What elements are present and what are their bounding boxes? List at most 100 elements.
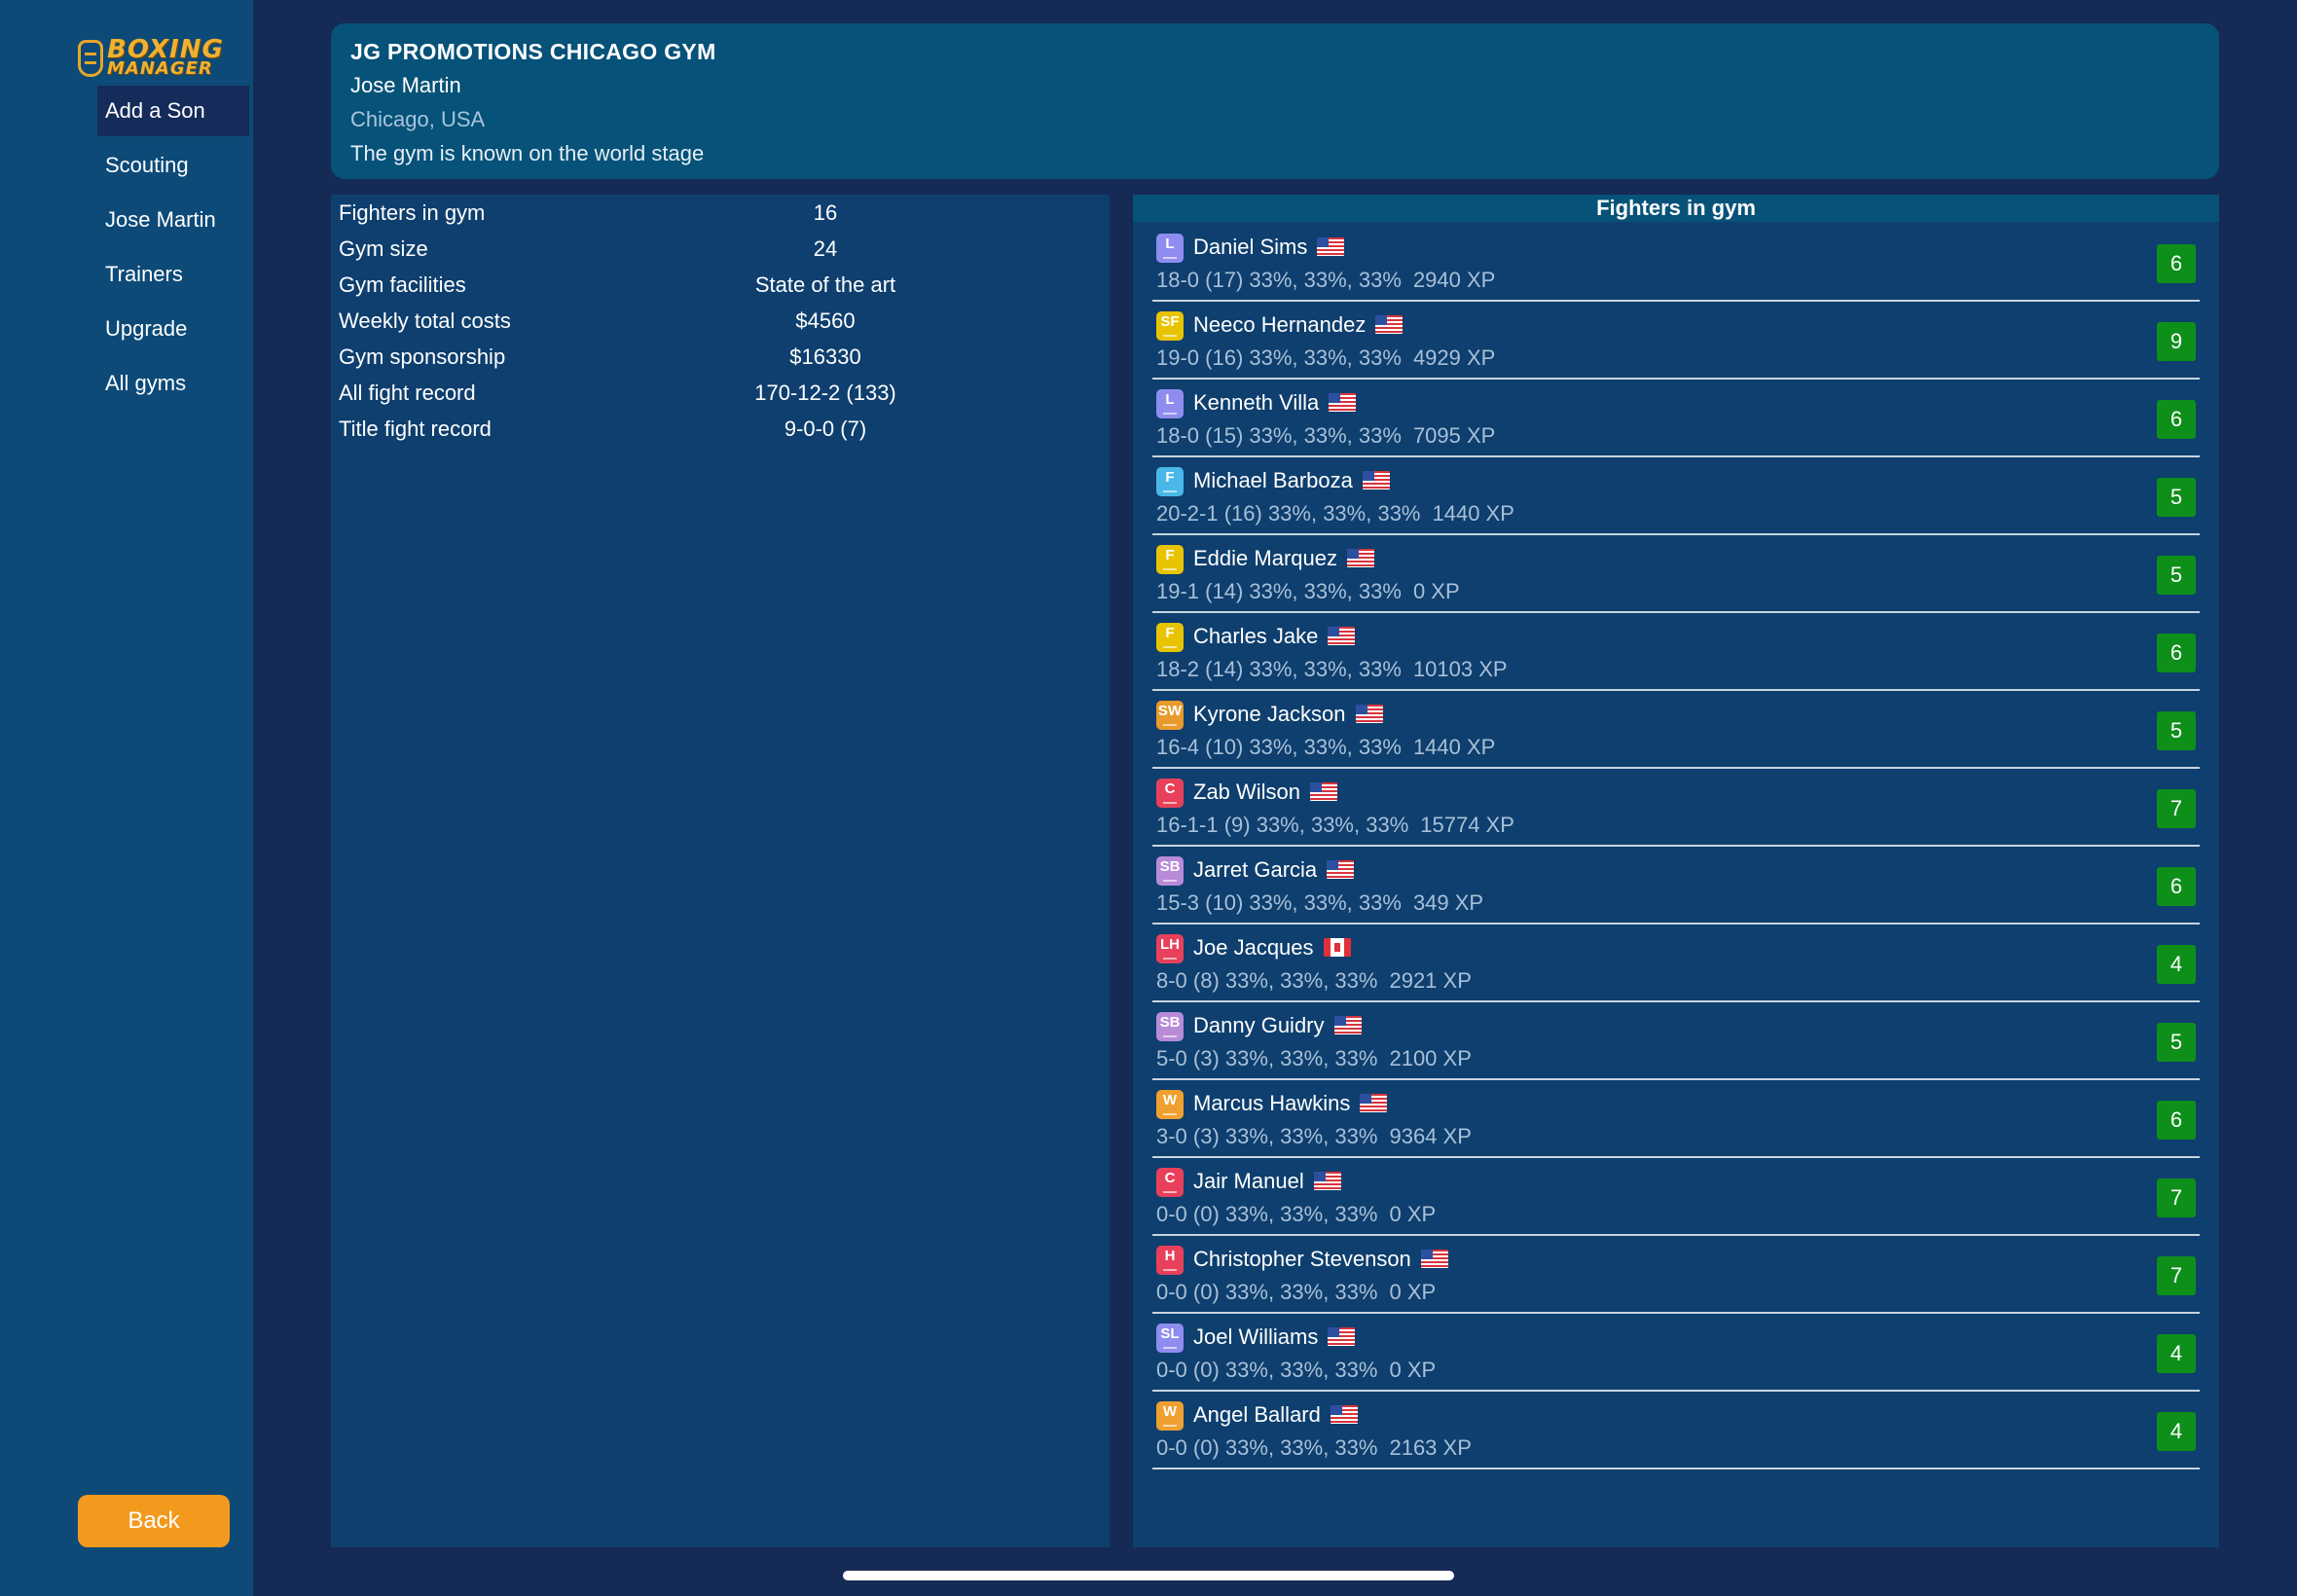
weight-class-badge: F [1156,545,1184,574]
fighter-rating-badge: 6 [2157,244,2196,283]
usa-flag-icon [1420,1249,1448,1268]
fighter-rating-badge: 4 [2157,1334,2196,1373]
stat-row-fighters-in-gym: Fighters in gym 16 [331,195,1110,231]
weight-class-badge: F [1156,467,1184,496]
fighter-row[interactable]: L Kenneth Villa 18-0 (15) 33%, 33%, 33% 709… [1152,380,2200,457]
weight-class-badge: LH [1156,934,1184,963]
fighter-xp: 9364 XP [1389,1124,1472,1148]
fighter-stats: 0-0 (0) 33%, 33%, 33% 0 XP [1156,1279,1436,1306]
fighter-row[interactable]: F Michael Barboza 20-2-1 (16) 33%, 33%, 33… [1152,457,2200,535]
stat-row-title-fight-record: Title fight record 9-0-0 (7) [331,411,1110,447]
fighter-name-line: Danny Guidry [1193,1010,1362,1041]
usa-flag-icon [1317,236,1345,256]
fighter-rating-badge: 6 [2157,634,2196,672]
fighter-name: Jair Manuel [1193,1169,1304,1193]
weight-class-badge: C [1156,779,1184,808]
fighter-stats: 5-0 (3) 33%, 33%, 33% 2100 XP [1156,1045,1472,1072]
weight-class-badge: SB [1156,856,1184,886]
fighter-name-line: Marcus Hawkins [1193,1088,1388,1119]
fighter-xp: 1440 XP [1412,735,1496,759]
sidebar-nav: Add a Son Scouting Jose Martin Trainers … [97,86,249,413]
weight-class-badge: L [1156,389,1184,418]
usa-flag-icon [1333,1015,1362,1034]
usa-flag-icon [1328,1326,1356,1346]
fighter-name-line: Eddie Marquez [1193,543,1374,574]
fighter-name-line: Jair Manuel [1193,1166,1341,1197]
usa-flag-icon [1310,781,1338,801]
fighter-stats: 0-0 (0) 33%, 33%, 33% 0 XP [1156,1357,1436,1384]
fighter-stats: 19-1 (14) 33%, 33%, 33% 0 XP [1156,578,1460,605]
fighter-row[interactable]: SW Kyrone Jackson 16-4 (10) 33%, 33%, 33% 1… [1152,691,2200,769]
fighter-xp: 2100 XP [1389,1046,1472,1070]
stat-value: 16 [813,200,838,225]
stat-label: All fight record [339,380,476,405]
fighter-record: 19-1 (14) 33%, 33%, 33% [1156,579,1402,603]
fighter-row[interactable]: L Daniel Sims 18-0 (17) 33%, 33%, 33% 2940 … [1152,224,2200,302]
fighter-row[interactable]: LH Joe Jacques 8-0 (8) 33%, 33%, 33% 2921 X… [1152,925,2200,1002]
fighter-stats: 0-0 (0) 33%, 33%, 33% 0 XP [1156,1201,1436,1228]
weight-class-badge: SL [1156,1324,1184,1353]
fighter-record: 8-0 (8) 33%, 33%, 33% [1156,968,1378,993]
usa-flag-icon [1328,626,1356,645]
fighter-rating-badge: 5 [2157,711,2196,750]
fighter-name: Kyrone Jackson [1193,702,1346,726]
fighter-rating-badge: 7 [2157,1256,2196,1295]
back-button[interactable]: Back [78,1495,230,1547]
fighter-row[interactable]: SL Joel Williams 0-0 (0) 33%, 33%, 33% 0 XP… [1152,1314,2200,1392]
fighter-row[interactable]: F Eddie Marquez 19-1 (14) 33%, 33%, 33% 0 X… [1152,535,2200,613]
fighter-row[interactable]: W Angel Ballard 0-0 (0) 33%, 33%, 33% 2163 … [1152,1392,2200,1469]
fighter-xp: 0 XP [1412,579,1460,603]
weight-class-badge: SB [1156,1012,1184,1041]
fighter-rating-badge: 4 [2157,1412,2196,1451]
fighter-rating-badge: 5 [2157,1023,2196,1062]
fighter-row[interactable]: SB Danny Guidry 5-0 (3) 33%, 33%, 33% 2100 … [1152,1002,2200,1080]
fighter-xp: 1440 XP [1432,501,1514,526]
fighter-name: Angel Ballard [1193,1402,1321,1427]
fighter-name: Christopher Stevenson [1193,1247,1411,1271]
fighter-name-line: Charles Jake [1193,621,1356,652]
sidebar-item-trainers[interactable]: Trainers [105,262,183,286]
fighter-name: Jarret Garcia [1193,857,1318,882]
weight-class-badge: SF [1156,311,1184,341]
fighter-name-line: Kyrone Jackson [1193,699,1383,730]
fighter-record: 3-0 (3) 33%, 33%, 33% [1156,1124,1378,1148]
fighter-xp: 2940 XP [1412,268,1496,292]
fighter-rating-badge: 6 [2157,400,2196,439]
sidebar-item-add-a-son[interactable]: Add a Son [97,86,249,136]
fighter-stats: 3-0 (3) 33%, 33%, 33% 9364 XP [1156,1123,1472,1150]
fighter-name-line: Angel Ballard [1193,1399,1358,1431]
fighter-row[interactable]: C Zab Wilson 16-1-1 (9) 33%, 33%, 33% 15774… [1152,769,2200,847]
stat-value: 9-0-0 (7) [784,416,867,441]
stat-label: Fighters in gym [339,200,486,225]
sidebar-item-owner[interactable]: Jose Martin [105,207,216,232]
stat-label: Gym size [339,236,428,261]
weight-class-badge: H [1156,1246,1184,1275]
weight-class-badge: F [1156,623,1184,652]
fighter-row[interactable]: SB Jarret Garcia 15-3 (10) 33%, 33%, 33% 34… [1152,847,2200,925]
fighter-stats: 16-1-1 (9) 33%, 33%, 33% 15774 XP [1156,812,1514,839]
fighter-name-line: Neeco Hernandez [1193,309,1404,341]
fighter-row[interactable]: SF Neeco Hernandez 19-0 (16) 33%, 33%, 33%… [1152,302,2200,380]
fighter-row[interactable]: W Marcus Hawkins 3-0 (3) 33%, 33%, 33% 9364… [1152,1080,2200,1158]
fighter-rating-badge: 6 [2157,867,2196,906]
fighter-row[interactable]: C Jair Manuel 0-0 (0) 33%, 33%, 33% 0 XP 7 [1152,1158,2200,1236]
stat-value: $16330 [789,344,861,369]
weight-class-badge: W [1156,1401,1184,1431]
fighter-xp: 4929 XP [1412,345,1496,370]
fighter-name: Joel Williams [1193,1324,1319,1349]
fighter-xp: 7095 XP [1412,423,1496,448]
gym-header-card: JG PROMOTIONS CHICAGO GYM Jose Martin Ch… [331,23,2219,179]
fighter-record: 20-2-1 (16) 33%, 33%, 33% [1156,501,1421,526]
sidebar-item-scouting[interactable]: Scouting [105,153,189,177]
fighter-row[interactable]: F Charles Jake 18-2 (14) 33%, 33%, 33% 1010… [1152,613,2200,691]
fighter-name-line: Zab Wilson [1193,777,1338,808]
stat-value: 170-12-2 (133) [754,380,896,405]
fighter-stats: 19-0 (16) 33%, 33%, 33% 4929 XP [1156,345,1495,372]
sidebar-item-all-gyms[interactable]: All gyms [105,371,187,395]
fighter-name-line: Christopher Stevenson [1193,1244,1448,1275]
fighter-row[interactable]: H Christopher Stevenson 0-0 (0) 33%, 33%, … [1152,1236,2200,1314]
fighter-record: 18-2 (14) 33%, 33%, 33% [1156,657,1402,681]
fighter-rating-badge: 7 [2157,1179,2196,1217]
stat-value: State of the art [754,272,896,297]
sidebar-item-upgrade[interactable]: Upgrade [105,316,188,341]
